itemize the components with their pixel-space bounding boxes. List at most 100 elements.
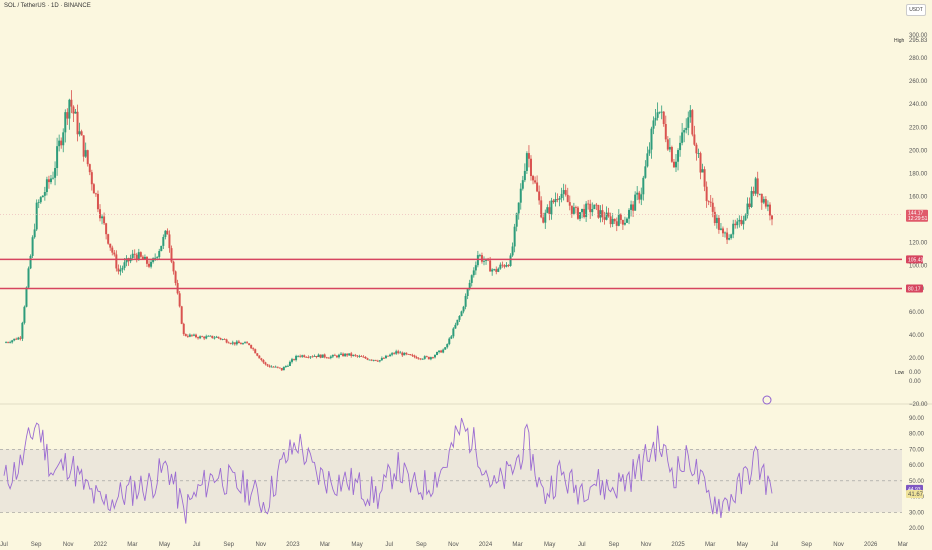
candle-body — [532, 176, 535, 181]
candle-body — [258, 355, 261, 359]
candle-body — [227, 342, 230, 344]
candle-body — [601, 210, 604, 218]
price-axis-tick: 200.00 — [909, 148, 928, 154]
candle-body — [62, 132, 65, 146]
candle-body — [652, 120, 655, 129]
candle-body — [233, 342, 236, 345]
candle-body — [752, 191, 755, 194]
candle-body — [329, 356, 332, 359]
candle-body — [726, 232, 729, 240]
candle-body — [474, 265, 477, 271]
candle-body — [419, 358, 422, 360]
candle-body — [670, 147, 673, 162]
candle-body — [168, 234, 171, 249]
time-axis-tick: 2026 — [864, 542, 878, 548]
candle-body — [534, 180, 537, 183]
candle-body — [43, 192, 46, 196]
candle-body — [52, 177, 55, 179]
candle-body — [748, 203, 751, 207]
time-axis-tick: 2023 — [286, 542, 300, 548]
high-value: 295.83 — [909, 38, 928, 44]
candle-body — [660, 111, 663, 113]
candle-body — [317, 354, 320, 358]
candle-body — [164, 230, 167, 237]
candle-body — [197, 337, 200, 339]
price-axis-tick: 240.00 — [909, 102, 928, 108]
candle-body — [139, 252, 142, 257]
candle-body — [272, 366, 275, 368]
candle-body — [740, 219, 743, 225]
candle-body — [401, 352, 404, 356]
candle-body — [344, 353, 347, 357]
time-axis-tick: Mar — [127, 542, 137, 548]
candle-body — [301, 355, 304, 357]
candle-body — [274, 366, 277, 368]
candle-body — [413, 355, 416, 358]
price-axis-tick: 300.00 — [909, 33, 928, 39]
candle-body — [542, 217, 545, 223]
candle-body — [387, 355, 389, 357]
candle-body — [105, 223, 108, 235]
candle-body — [728, 238, 731, 240]
currency-button[interactable]: USDT — [906, 4, 926, 16]
candle-body — [148, 263, 151, 267]
candle-body — [160, 245, 163, 252]
time-axis-tick: Jul — [771, 542, 779, 548]
candle-body — [489, 260, 492, 272]
candle-body — [217, 336, 220, 339]
candle-body — [672, 161, 675, 168]
price-axis-tick: 260.00 — [909, 79, 928, 85]
candle-body — [137, 252, 140, 261]
candle-body — [88, 164, 91, 173]
candle-body — [266, 364, 269, 366]
rsi-line — [3, 417, 773, 524]
candle-body — [303, 355, 306, 358]
candle-body — [248, 343, 251, 345]
time-axis-tick: Sep — [31, 542, 42, 548]
candle-body — [736, 221, 739, 226]
candle-body — [613, 218, 616, 222]
candle-body — [252, 348, 255, 350]
candle-body — [264, 362, 267, 365]
candle-body — [625, 218, 628, 223]
candle-body — [505, 265, 508, 267]
candle-body — [701, 169, 704, 173]
candle-body — [297, 355, 300, 357]
candle-body — [442, 349, 445, 353]
candle-body — [472, 270, 475, 276]
time-axis-tick: May — [351, 542, 362, 548]
candle-body — [11, 340, 14, 343]
candle-body — [23, 306, 26, 323]
candle-body — [525, 153, 528, 171]
candle-body — [579, 212, 581, 219]
candle-body — [66, 112, 69, 119]
candle-body — [591, 209, 594, 213]
candle-body — [313, 355, 316, 357]
candle-body — [70, 99, 73, 107]
candle-body — [125, 258, 128, 263]
candle-body — [438, 350, 441, 353]
candle-body — [630, 204, 633, 210]
candle-body — [76, 111, 79, 135]
price-axis-tick: 60.00 — [909, 310, 925, 316]
candle-body — [362, 356, 365, 358]
candle-body — [548, 207, 551, 215]
low-label: Low — [895, 370, 905, 376]
candle-body — [515, 213, 518, 227]
price-axis-tick: 100.00 — [909, 264, 928, 270]
candle-body — [621, 219, 624, 225]
candle-body — [380, 358, 383, 361]
candle-body — [33, 229, 36, 238]
candle-body — [605, 212, 608, 220]
candle-body — [19, 337, 22, 339]
candle-body — [305, 357, 308, 358]
candle-body — [31, 237, 34, 256]
price-axis-tick: 180.00 — [909, 171, 928, 177]
chart-title: SOL / TetherUS · 1D · BINANCE — [4, 3, 91, 9]
candle-body — [589, 203, 592, 213]
candle-body — [211, 335, 214, 339]
candle-body — [517, 202, 520, 214]
candle-body — [436, 352, 439, 355]
candle-body — [599, 210, 602, 218]
